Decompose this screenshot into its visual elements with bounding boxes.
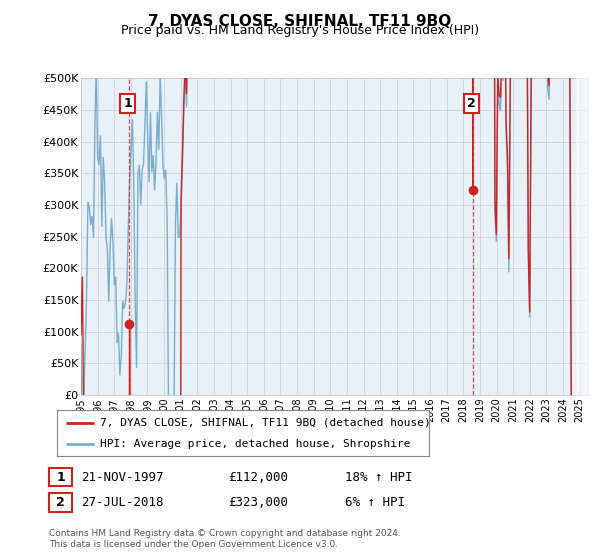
Text: 1: 1 [123,97,132,110]
Text: HPI: Average price, detached house, Shropshire: HPI: Average price, detached house, Shro… [100,439,410,449]
Text: Contains HM Land Registry data © Crown copyright and database right 2024.
This d: Contains HM Land Registry data © Crown c… [49,529,401,549]
Text: Price paid vs. HM Land Registry's House Price Index (HPI): Price paid vs. HM Land Registry's House … [121,24,479,36]
Text: 2: 2 [56,496,65,509]
Bar [577,78,588,395]
Text: £112,000: £112,000 [228,470,288,484]
Text: 2: 2 [467,97,476,110]
Text: 7, DYAS CLOSE, SHIFNAL, TF11 9BQ (detached house): 7, DYAS CLOSE, SHIFNAL, TF11 9BQ (detach… [100,418,431,428]
Text: 1: 1 [56,470,65,484]
Text: 6% ↑ HPI: 6% ↑ HPI [345,496,405,509]
Text: 21-NOV-1997: 21-NOV-1997 [81,470,163,484]
Text: 7, DYAS CLOSE, SHIFNAL, TF11 9BQ: 7, DYAS CLOSE, SHIFNAL, TF11 9BQ [148,14,452,29]
Text: 27-JUL-2018: 27-JUL-2018 [81,496,163,509]
Text: 18% ↑ HPI: 18% ↑ HPI [345,470,413,484]
Text: £323,000: £323,000 [228,496,288,509]
